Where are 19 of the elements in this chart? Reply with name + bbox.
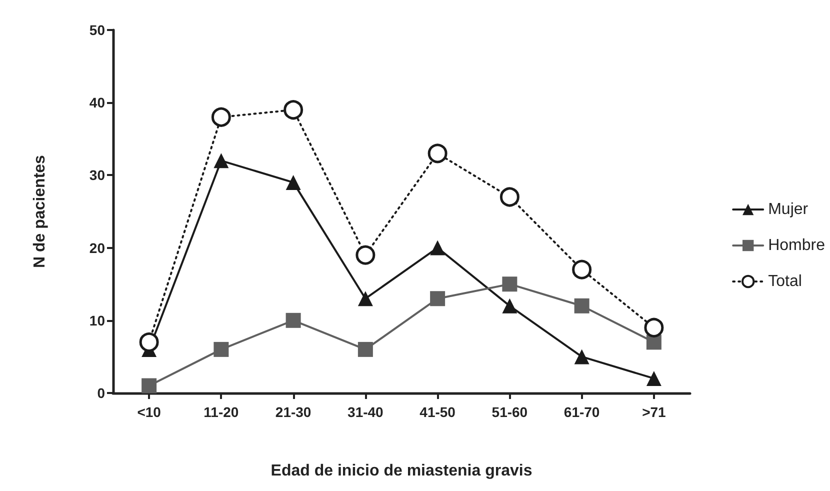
x-tick-label: 21-30 bbox=[275, 404, 312, 420]
x-tick-label: <10 bbox=[137, 404, 162, 420]
x-tick-label: 31-40 bbox=[348, 404, 384, 420]
y-tick-label: 30 bbox=[89, 167, 106, 184]
legend-label: Hombre bbox=[768, 237, 826, 254]
legend-label: Total bbox=[768, 273, 802, 290]
x-tick-label: >71 bbox=[642, 404, 666, 420]
y-tick-label: 20 bbox=[89, 240, 106, 256]
y-tick-label: 50 bbox=[89, 22, 106, 38]
x-tick-label: 11-20 bbox=[204, 404, 239, 420]
y-tick-label: 40 bbox=[89, 94, 106, 111]
x-tick-label: 61-70 bbox=[564, 404, 600, 420]
x-axis-title: Edad de inicio de miastenia gravis bbox=[270, 462, 532, 480]
x-tick-label: 41-50 bbox=[420, 404, 456, 420]
legend-label: Mujer bbox=[768, 201, 809, 218]
x-tick-label: 51-60 bbox=[492, 404, 528, 420]
y-tick-label: 10 bbox=[89, 312, 106, 328]
y-tick-label: 0 bbox=[97, 385, 106, 401]
y-axis-title: N de pacientes bbox=[32, 154, 48, 268]
